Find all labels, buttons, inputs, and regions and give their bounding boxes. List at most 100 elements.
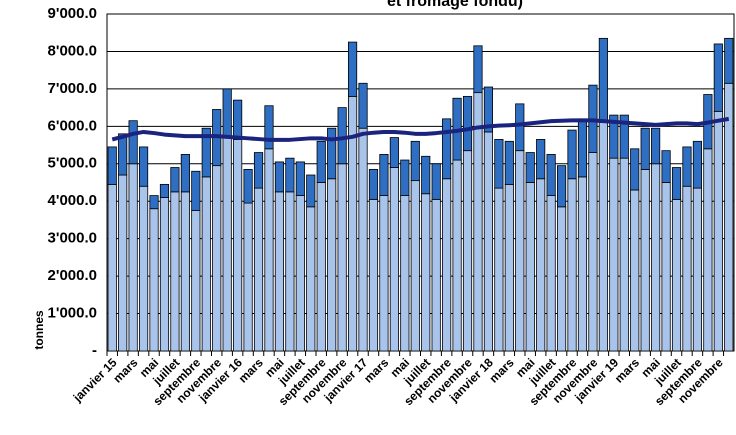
bar-segment (536, 178, 546, 352)
bar-segment (577, 176, 588, 352)
bar-segment (494, 187, 504, 352)
bar-segment (295, 161, 305, 197)
bar-segment (567, 178, 577, 352)
bar-segment (159, 183, 170, 198)
bar-segment (400, 159, 410, 197)
y-axis-label: tonnes (32, 310, 46, 350)
bar-segment (692, 187, 703, 352)
bar-segment (180, 191, 190, 352)
y-tick-label: 5'000.0 (48, 155, 97, 172)
bar-segment (724, 82, 734, 352)
bar-segment (598, 37, 608, 123)
bar-segment (222, 88, 232, 138)
y-tick-label: 4'000.0 (48, 192, 97, 209)
bar-segment (619, 157, 629, 352)
bar-segment (410, 140, 420, 182)
bar-segment (515, 103, 525, 152)
bar-segment (483, 131, 494, 352)
bar-segment (609, 114, 619, 159)
bar-segment (368, 198, 379, 352)
bar-segment (431, 198, 441, 352)
bar-segment (222, 137, 232, 352)
bar-segment (253, 152, 264, 189)
bar-segment (118, 133, 128, 176)
bar-segment (525, 182, 535, 352)
bar-segment (327, 178, 337, 352)
bar-segment (682, 146, 692, 187)
bar-segment (316, 140, 326, 183)
bar-segment (201, 127, 211, 178)
bar-segment (410, 180, 420, 352)
bar-segment (368, 168, 379, 200)
bar-segment (473, 92, 483, 352)
bar-segment (389, 137, 399, 168)
bar-segment (233, 99, 243, 140)
bar-segment (191, 170, 201, 211)
y-tick-label: 6'000.0 (48, 117, 97, 134)
bar-segment (598, 122, 608, 352)
bar-segment (389, 167, 399, 352)
bar-segment (170, 167, 180, 193)
bar-segment (233, 139, 243, 352)
bar-segment (525, 152, 535, 183)
bar-segment (149, 208, 159, 352)
bar-segment (337, 163, 347, 352)
bar-segment (651, 127, 661, 165)
bar-segment (640, 127, 650, 170)
bar-segment (504, 183, 514, 352)
bar-segment (494, 139, 504, 189)
bar-segment (724, 37, 734, 84)
bar-segment (358, 82, 368, 129)
bar-segment (274, 161, 285, 193)
bar-segment (442, 118, 452, 180)
bar-segment (504, 140, 514, 185)
bar-segment (515, 150, 525, 352)
bar-segment (556, 165, 567, 208)
bar-segment (421, 155, 431, 195)
bar-segment (358, 127, 368, 352)
bar-segment (400, 195, 410, 352)
x-tick-label: janvier 15 (70, 355, 120, 405)
trend-line (111, 116, 730, 142)
chart-title: et fromage fondu) (387, 0, 523, 10)
y-tick-label: 2'000.0 (48, 267, 97, 284)
bar-segment (201, 176, 211, 352)
bar-segment (452, 159, 462, 352)
bar-segment (170, 191, 180, 352)
bar-segment (556, 206, 567, 352)
bar-segment (180, 154, 190, 193)
bar-segment (651, 163, 661, 352)
bar-segment (327, 127, 337, 180)
bar-segment (640, 168, 650, 352)
bar-segment (379, 195, 389, 352)
bar-segment (713, 110, 723, 352)
y-tick-label: - (92, 342, 97, 359)
bar-segment (431, 163, 441, 200)
bar-segment (379, 154, 389, 197)
bar-segment (243, 168, 253, 204)
bar-segment (682, 185, 692, 352)
bar-segment (149, 195, 159, 210)
bar-segment (107, 146, 117, 185)
plot-border (106, 13, 735, 352)
bar-segment (316, 182, 326, 352)
bar-segment (347, 41, 358, 97)
bar-segment (264, 105, 274, 150)
y-tick-label: 7'000.0 (48, 80, 97, 97)
bar-segment (703, 148, 713, 352)
bar-segment (264, 148, 274, 352)
y-tick-label: 8'000.0 (48, 42, 97, 59)
bar-segment (138, 146, 149, 187)
bar-segment (107, 183, 117, 352)
bar-segment (609, 157, 619, 352)
bar-segment (306, 174, 316, 208)
bar-segment (546, 195, 556, 352)
bar-segment (191, 210, 201, 352)
bar-segment (212, 165, 222, 352)
bar-segment (274, 191, 285, 352)
bar-segment (421, 193, 431, 352)
bar-segment (159, 197, 170, 352)
bar-segment (577, 118, 588, 178)
bar-segment (630, 148, 640, 191)
